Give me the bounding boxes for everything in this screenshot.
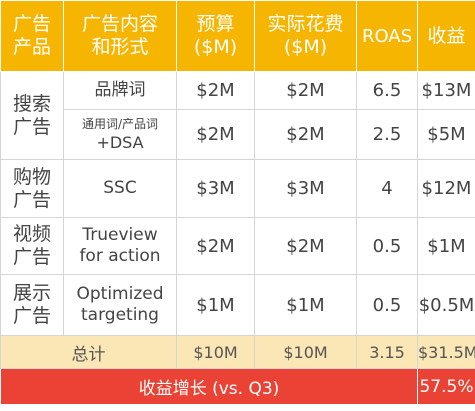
table-row: 展示 广告 Optimized targeting $1M $1M 0.5 $0… bbox=[0, 274, 475, 336]
ad-form-small-text: 通用词/产品词 bbox=[81, 117, 159, 131]
budget-cell: $1M bbox=[176, 274, 255, 336]
revenue-growth-value: 57.5% bbox=[417, 368, 475, 405]
category-shopping-ads: 购物 广告 bbox=[0, 159, 64, 218]
ad-form-cell: SSC bbox=[63, 159, 177, 218]
ad-form-cell: 品牌词 bbox=[63, 71, 177, 110]
revenue-cell: $0.5M bbox=[417, 274, 475, 336]
revenue-cell: $1M bbox=[417, 217, 475, 275]
roas-cell: 0.5 bbox=[356, 274, 418, 336]
revenue-cell: $12M bbox=[417, 159, 475, 218]
budget-cell: $2M bbox=[176, 71, 255, 110]
table-row: 视频 广告 Trueview for action $2M $2M 0.5 $1… bbox=[0, 217, 475, 275]
total-budget: $10M bbox=[176, 335, 255, 369]
category-display-ads: 展示 广告 bbox=[0, 274, 64, 336]
table-row: 搜索 广告 品牌词 $2M $2M 6.5 $13M bbox=[0, 71, 475, 160]
header-actual-spend: 实际花费 ($M) bbox=[254, 0, 357, 72]
header-budget: 预算 ($M) bbox=[176, 0, 255, 72]
total-roas: 3.15 bbox=[356, 335, 418, 369]
category-video-ads: 视频 广告 bbox=[0, 217, 64, 275]
table-row: 通用词/产品词 +DSA $2M $2M 2.5 $5M bbox=[1, 109, 475, 160]
revenue-growth-row: 收益增长 (vs. Q3) 57.5% bbox=[0, 368, 475, 405]
header-ad-content-form: 广告内容 和形式 bbox=[63, 0, 177, 72]
total-revenue: $31.5M bbox=[417, 335, 475, 369]
budget-cell: $3M bbox=[176, 159, 255, 218]
total-label: 总计 bbox=[0, 335, 177, 369]
revenue-growth-label: 收益增长 (vs. Q3) bbox=[0, 368, 418, 405]
roas-cell: 4 bbox=[356, 159, 418, 218]
ad-form-plus-text: +DSA bbox=[96, 133, 144, 152]
budget-cell: $2M bbox=[176, 217, 255, 275]
ad-form-cell: Trueview for action bbox=[63, 217, 177, 275]
header-roas: ROAS bbox=[356, 0, 418, 72]
total-row: 总计 $10M $10M 3.15 $31.5M bbox=[0, 335, 475, 369]
header-ad-product: 广告 产品 bbox=[0, 0, 64, 72]
revenue-cell: $13M bbox=[417, 71, 475, 110]
table-row: 购物 广告 SSC $3M $3M 4 $12M bbox=[0, 159, 475, 218]
budget-cell: $2M bbox=[176, 109, 255, 160]
ad-form-cell: Optimized targeting bbox=[63, 274, 177, 336]
spend-cell: $2M bbox=[254, 71, 357, 110]
revenue-cell: $5M bbox=[417, 109, 475, 160]
ad-form-cell: 通用词/产品词 +DSA bbox=[63, 109, 177, 160]
roas-cell: 6.5 bbox=[356, 71, 418, 110]
header-row: 广告 产品 广告内容 和形式 预算 ($M) 实际花费 ($M) ROAS 收益 bbox=[0, 0, 475, 72]
spend-cell: $1M bbox=[254, 274, 357, 336]
header-revenue: 收益 bbox=[417, 0, 475, 72]
category-search-ads: 搜索 广告 bbox=[0, 71, 64, 160]
spend-cell: $2M bbox=[254, 217, 357, 275]
spend-cell: $3M bbox=[254, 159, 357, 218]
roas-cell: 0.5 bbox=[356, 217, 418, 275]
total-spend: $10M bbox=[254, 335, 357, 369]
roas-cell: 2.5 bbox=[356, 109, 418, 160]
spend-cell: $2M bbox=[254, 109, 357, 160]
